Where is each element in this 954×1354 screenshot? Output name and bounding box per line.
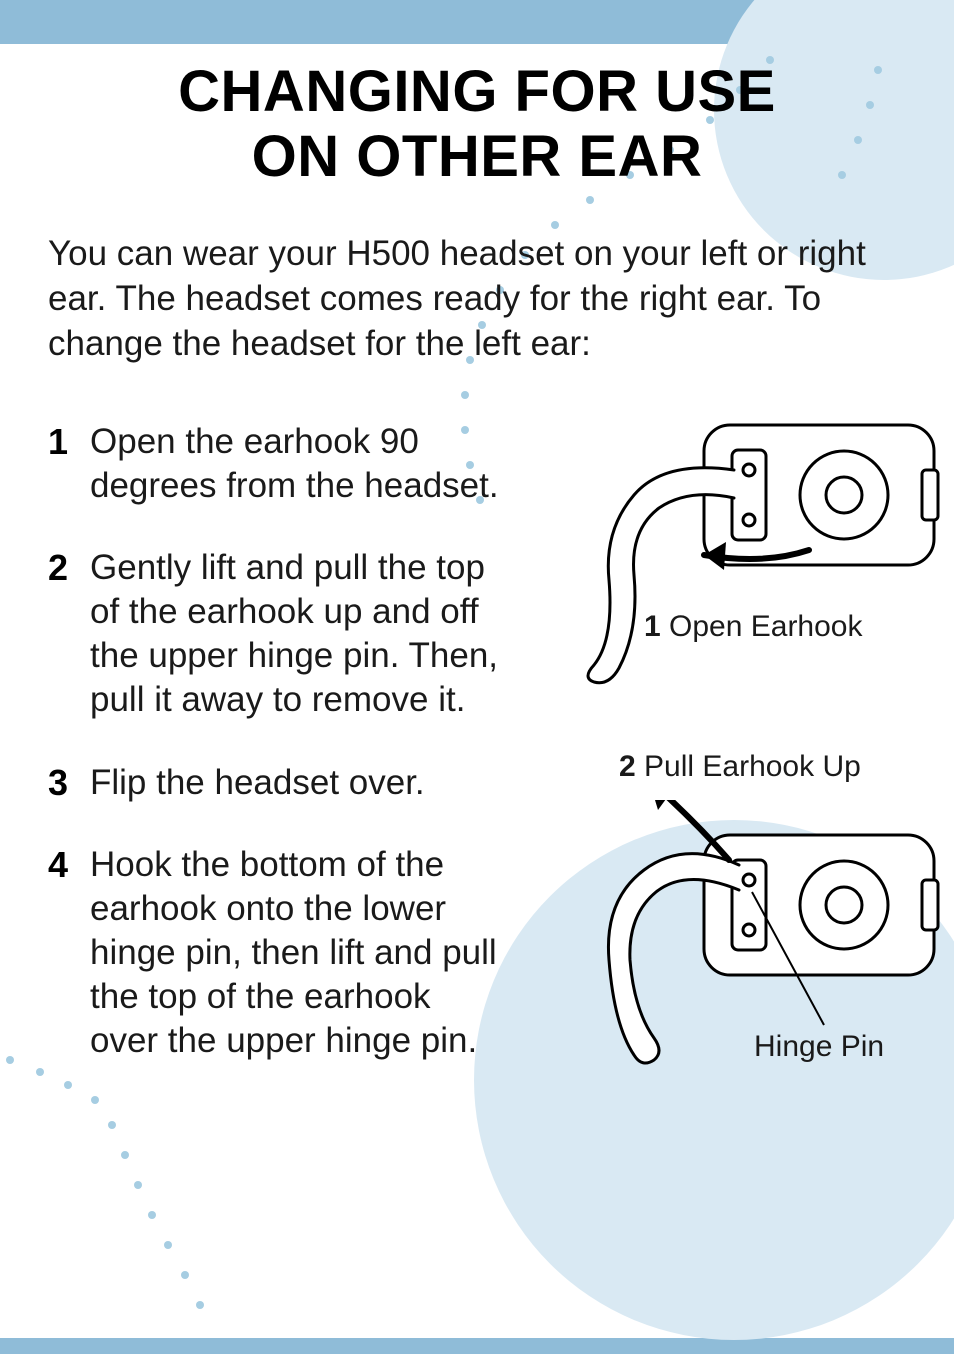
step-number: 3 xyxy=(48,761,76,805)
step-number: 1 xyxy=(48,420,76,508)
step-3: 3 Flip the headset over. xyxy=(48,761,508,805)
step-number: 4 xyxy=(48,843,76,1063)
intro-paragraph: You can wear your H500 headset on your l… xyxy=(48,232,906,366)
title-line-1: CHANGING FOR USE xyxy=(178,59,776,124)
bottom-bar xyxy=(0,1338,954,1354)
step-number: 2 xyxy=(48,546,76,722)
diagram-label-2: 2 Pull Earhook Up xyxy=(619,750,861,784)
label-text: Open Earhook xyxy=(661,610,863,643)
step-2: 2 Gently lift and pull the top of the ea… xyxy=(48,546,508,722)
step-text: Flip the headset over. xyxy=(90,761,425,805)
top-bar xyxy=(0,0,954,44)
step-text: Gently lift and pull the top of the earh… xyxy=(90,546,508,722)
hinge-pin-label: Hinge Pin xyxy=(754,1030,884,1064)
headset-illustration-1 xyxy=(534,410,944,690)
step-4: 4 Hook the bottom of the earhook onto th… xyxy=(48,843,508,1063)
label-text: Pull Earhook Up xyxy=(636,750,861,783)
step-text: Hook the bottom of the earhook onto the … xyxy=(90,843,508,1063)
step-text: Open the earhook 90 degrees from the hea… xyxy=(90,420,508,508)
steps-list: 1 Open the earhook 90 degrees from the h… xyxy=(48,420,508,1101)
title-line-2: ON OTHER EAR xyxy=(252,124,703,189)
step-1: 1 Open the earhook 90 degrees from the h… xyxy=(48,420,508,508)
label-num: 1 xyxy=(644,610,661,643)
page-title: CHANGING FOR USE ON OTHER EAR xyxy=(0,60,954,190)
label-num: 2 xyxy=(619,750,636,783)
diagram-label-1: 1 Open Earhook xyxy=(644,610,862,644)
